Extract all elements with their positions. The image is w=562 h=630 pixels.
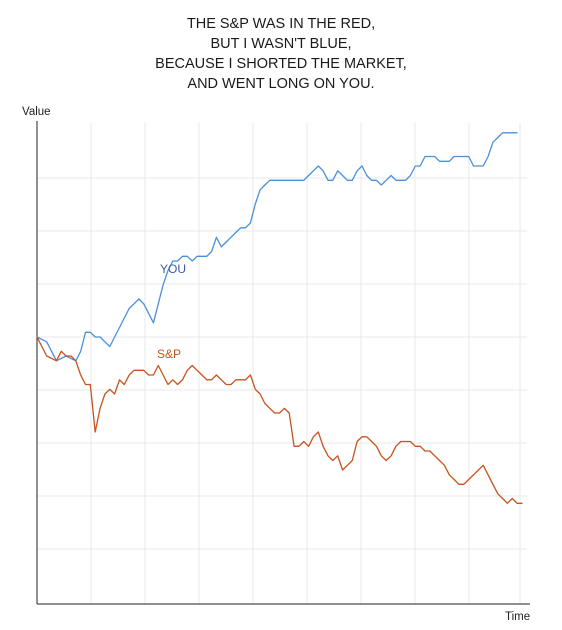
title-line-3: BECAUSE I SHORTED THE MARKET,: [155, 56, 407, 72]
chart-title: THE S&P WAS IN THE RED, BUT I WASN'T BLU…: [0, 14, 562, 94]
grid: [37, 123, 527, 604]
title-line-4: AND WENT LONG ON YOU.: [187, 76, 375, 92]
title-line-2: BUT I WASN'T BLUE,: [210, 36, 352, 52]
y-axis-label: Value: [22, 106, 51, 118]
x-axis-label: Time: [505, 611, 530, 623]
axes: [36, 121, 530, 605]
series-layer: [36, 132, 523, 504]
series-label-sp: S&P: [157, 347, 181, 361]
series-line-you: [36, 132, 518, 362]
series-line-sp: [36, 336, 523, 504]
series-label-you: YOU: [160, 262, 186, 276]
title-line-1: THE S&P WAS IN THE RED,: [186, 16, 376, 32]
